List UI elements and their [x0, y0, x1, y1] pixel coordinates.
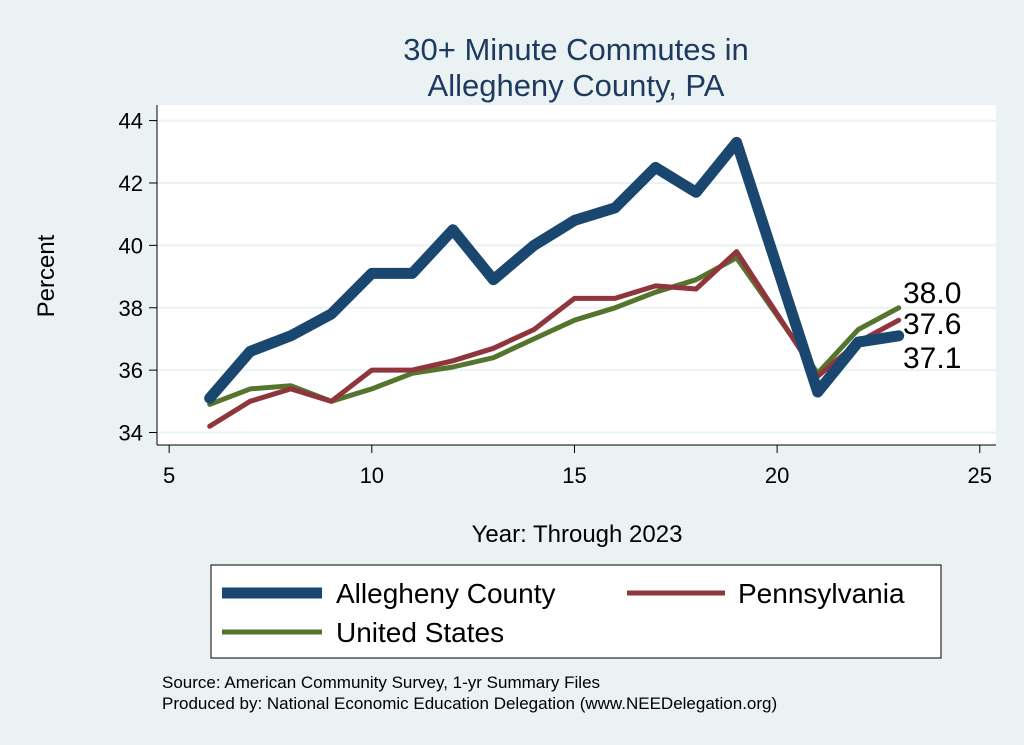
series-lines: [204, 136, 905, 429]
end-labels: 37.137.638.0: [903, 277, 961, 375]
end-label-allegheny-county: 37.1: [903, 342, 961, 375]
y-tick-label-38: 38: [119, 296, 143, 321]
end-label-pennsylvania: 37.6: [903, 308, 961, 341]
legend-label-pennsylvania: Pennsylvania: [738, 578, 905, 609]
legend-label-united-states: United States: [336, 617, 504, 648]
legend-box: [210, 564, 942, 659]
legend-label-allegheny-county: Allegheny County: [336, 578, 555, 609]
chart-title-line-1: 30+ Minute Commutes in: [403, 32, 748, 67]
y-tick-label-36: 36: [119, 358, 143, 383]
legend: Allegheny County Pennsylvania United Sta…: [210, 564, 942, 659]
grid-lines: [157, 119, 996, 434]
x-axis-label: Year: Through 2023: [472, 521, 683, 548]
y-axis-label: Percent: [33, 234, 60, 317]
source-line: Source: American Community Survey, 1-yr …: [162, 673, 600, 692]
x-tick-label-15: 15: [562, 463, 586, 488]
y-tick-label-34: 34: [119, 421, 143, 446]
x-axis-ticks: 5 10 15 20 25: [163, 445, 992, 488]
end-label-united-states: 38.0: [903, 277, 961, 310]
x-tick-label-10: 10: [360, 463, 384, 488]
x-tick-label-25: 25: [968, 463, 992, 488]
produced-by-line: Produced by: National Economic Education…: [162, 694, 777, 713]
chart-title-line-2: Allegheny County, PA: [428, 68, 725, 103]
series-line-pennsylvania: [207, 249, 902, 429]
y-tick-label-42: 42: [119, 171, 143, 196]
plot-area: [157, 105, 996, 445]
x-tick-label-5: 5: [163, 463, 175, 488]
y-tick-label-40: 40: [119, 233, 143, 258]
series-line-allegheny-county: [204, 136, 905, 404]
x-tick-label-20: 20: [765, 463, 789, 488]
y-tick-label-44: 44: [119, 109, 143, 134]
y-axis-ticks: 34 36 38 40 42 44: [119, 109, 157, 446]
